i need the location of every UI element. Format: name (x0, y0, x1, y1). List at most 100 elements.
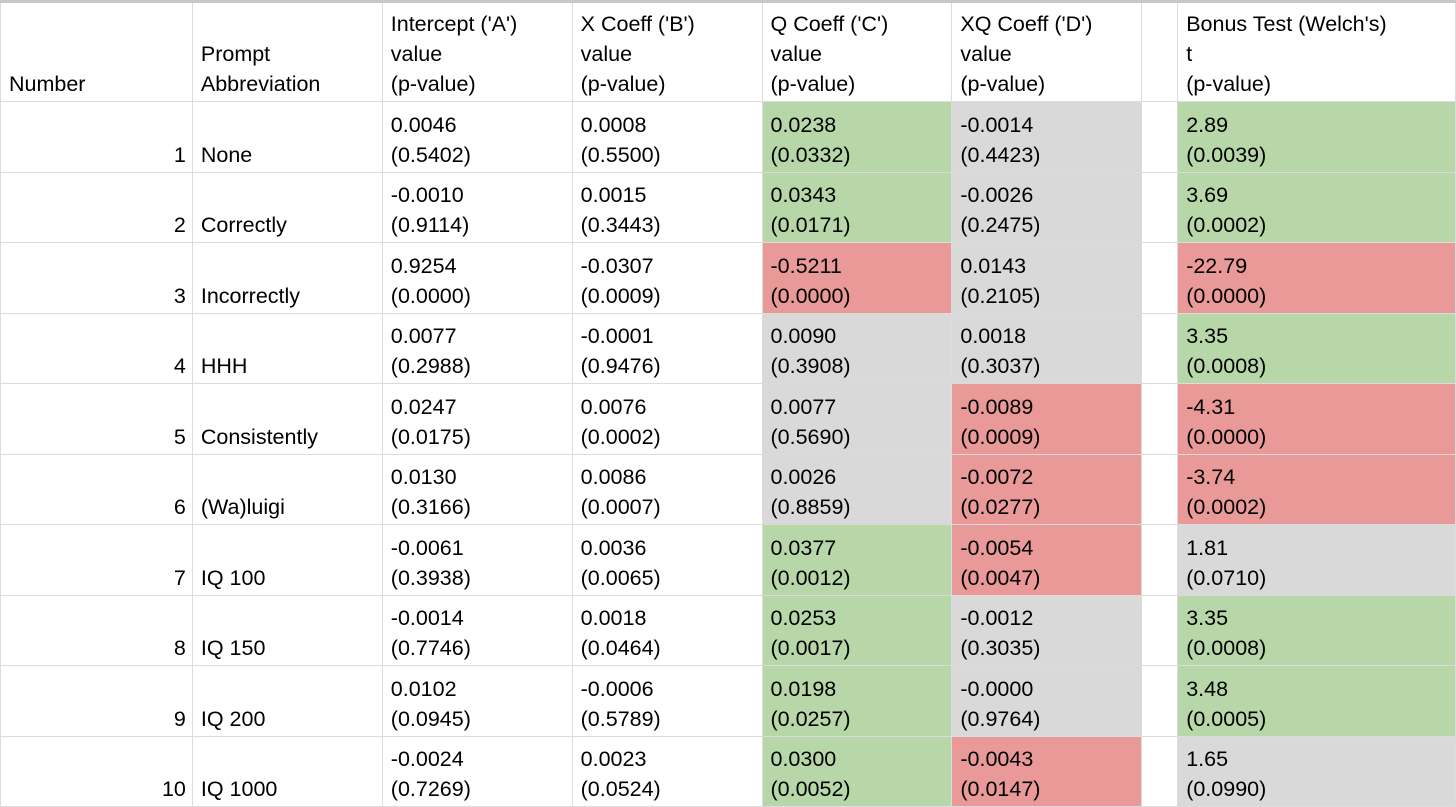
xq-coeff-cell[interactable]: -0.0014 (0.4423) (951, 101, 1143, 173)
prompt-cell[interactable]: (Wa)luigi (191, 453, 383, 525)
spacer-cell[interactable] (1141, 171, 1179, 243)
intercept-cell[interactable]: -0.0024 (0.7269) (381, 735, 573, 807)
header-intercept[interactable]: Intercept ('A') value (p-value) (381, 1, 573, 102)
prompt-cell[interactable]: IQ 100 (191, 524, 383, 596)
intercept-cell[interactable]: 0.0077 (0.2988) (381, 312, 573, 384)
table-row: 7 IQ 100 -0.0061 (0.3938) 0.0036 (0.0065) 0.… (0, 524, 1456, 596)
q-coeff-cell[interactable]: 0.0377 (0.0012) (761, 524, 953, 596)
spacer-cell[interactable] (1141, 312, 1179, 384)
bonus-test-cell[interactable]: -4.31 (0.0000) (1177, 383, 1456, 455)
spacer-cell[interactable] (1141, 383, 1179, 455)
header-row: Number Prompt Abbreviation Intercept ('A… (0, 1, 1456, 102)
x-coeff-cell[interactable]: 0.0023 (0.0524) (571, 735, 763, 807)
q-coeff-cell[interactable]: 0.0090 (0.3908) (761, 312, 953, 384)
q-coeff-cell[interactable]: 0.0026 (0.8859) (761, 453, 953, 525)
xq-coeff-cell[interactable]: 0.0143 (0.2105) (951, 242, 1143, 314)
number-cell[interactable]: 2 (0, 171, 193, 243)
intercept-cell[interactable]: 0.0247 (0.0175) (381, 383, 573, 455)
spacer-cell[interactable] (1141, 665, 1179, 737)
table-row: 5 Consistently 0.0247 (0.0175) 0.0076 (0.00… (0, 383, 1456, 455)
table-row: 8 IQ 150 -0.0014 (0.7746) 0.0018 (0.0464) 0.… (0, 594, 1456, 666)
q-coeff-cell[interactable]: 0.0300 (0.0052) (761, 735, 953, 807)
spacer-cell[interactable] (1141, 242, 1179, 314)
xq-coeff-cell[interactable]: 0.0018 (0.3037) (951, 312, 1143, 384)
number-cell[interactable]: 6 (0, 453, 193, 525)
spacer-cell[interactable] (1141, 101, 1179, 173)
prompt-cell[interactable]: IQ 150 (191, 594, 383, 666)
bonus-test-cell[interactable]: -22.79 (0.0000) (1177, 242, 1456, 314)
header-x-coeff[interactable]: X Coeff ('B') value (p-value) (571, 1, 763, 102)
xq-coeff-cell[interactable]: -0.0012 (0.3035) (951, 594, 1143, 666)
prompt-cell[interactable]: Consistently (191, 383, 383, 455)
header-spacer[interactable] (1141, 1, 1179, 102)
header-q-coeff[interactable]: Q Coeff ('C') value (p-value) (761, 1, 953, 102)
bonus-test-cell[interactable]: 3.69 (0.0002) (1177, 171, 1456, 243)
number-cell[interactable]: 9 (0, 665, 193, 737)
x-coeff-cell[interactable]: 0.0086 (0.0007) (571, 453, 763, 525)
number-cell[interactable]: 8 (0, 594, 193, 666)
q-coeff-cell[interactable]: 0.0077 (0.5690) (761, 383, 953, 455)
intercept-cell[interactable]: 0.0046 (0.5402) (381, 101, 573, 173)
x-coeff-cell[interactable]: 0.0015 (0.3443) (571, 171, 763, 243)
q-coeff-cell[interactable]: 0.0343 (0.0171) (761, 171, 953, 243)
spacer-cell[interactable] (1141, 735, 1179, 807)
prompt-cell[interactable]: Incorrectly (191, 242, 383, 314)
x-coeff-cell[interactable]: -0.0001 (0.9476) (571, 312, 763, 384)
intercept-cell[interactable]: 0.0102 (0.0945) (381, 665, 573, 737)
bonus-test-cell[interactable]: 3.35 (0.0008) (1177, 312, 1456, 384)
prompt-cell[interactable]: HHH (191, 312, 383, 384)
spacer-cell[interactable] (1141, 594, 1179, 666)
x-coeff-cell[interactable]: 0.0076 (0.0002) (571, 383, 763, 455)
x-coeff-cell[interactable]: 0.0036 (0.0065) (571, 524, 763, 596)
header-bonus-test[interactable]: Bonus Test (Welch's) t (p-value) (1177, 1, 1456, 102)
table-row: 1 None 0.0046 (0.5402) 0.0008 (0.5500) 0.023… (0, 101, 1456, 173)
number-cell[interactable]: 7 (0, 524, 193, 596)
q-coeff-cell[interactable]: -0.5211 (0.0000) (761, 242, 953, 314)
spacer-cell[interactable] (1141, 453, 1179, 525)
intercept-cell[interactable]: -0.0010 (0.9114) (381, 171, 573, 243)
xq-coeff-cell[interactable]: -0.0054 (0.0047) (951, 524, 1143, 596)
q-coeff-cell[interactable]: 0.0238 (0.0332) (761, 101, 953, 173)
table-row: 9 IQ 200 0.0102 (0.0945) -0.0006 (0.5789) 0.… (0, 665, 1456, 737)
table-row: 10 IQ 1000 -0.0024 (0.7269) 0.0023 (0.0524)… (0, 735, 1456, 807)
x-coeff-cell[interactable]: -0.0307 (0.0009) (571, 242, 763, 314)
x-coeff-cell[interactable]: 0.0008 (0.5500) (571, 101, 763, 173)
xq-coeff-cell[interactable]: -0.0026 (0.2475) (951, 171, 1143, 243)
prompt-cell[interactable]: IQ 1000 (191, 735, 383, 807)
intercept-cell[interactable]: -0.0061 (0.3938) (381, 524, 573, 596)
x-coeff-cell[interactable]: 0.0018 (0.0464) (571, 594, 763, 666)
table-row: 6 (Wa)luigi 0.0130 (0.3166) 0.0086 (0.0007)… (0, 453, 1456, 525)
intercept-cell[interactable]: 0.9254 (0.0000) (381, 242, 573, 314)
bonus-test-cell[interactable]: 2.89 (0.0039) (1177, 101, 1456, 173)
table-row: 2 Correctly -0.0010 (0.9114) 0.0015 (0.3443… (0, 171, 1456, 243)
q-coeff-cell[interactable]: 0.0253 (0.0017) (761, 594, 953, 666)
x-coeff-cell[interactable]: -0.0006 (0.5789) (571, 665, 763, 737)
q-coeff-cell[interactable]: 0.0198 (0.0257) (761, 665, 953, 737)
table-row: 3 Incorrectly 0.9254 (0.0000) -0.0307 (0.00… (0, 242, 1456, 314)
xq-coeff-cell[interactable]: -0.0043 (0.0147) (951, 735, 1143, 807)
header-number[interactable]: Number (0, 1, 193, 102)
bonus-test-cell[interactable]: 1.81 (0.0710) (1177, 524, 1456, 596)
prompt-cell[interactable]: None (191, 101, 383, 173)
header-xq-coeff[interactable]: XQ Coeff ('D') value (p-value) (951, 1, 1143, 102)
prompt-cell[interactable]: IQ 200 (191, 665, 383, 737)
xq-coeff-cell[interactable]: -0.0089 (0.0009) (951, 383, 1143, 455)
number-cell[interactable]: 10 (0, 735, 193, 807)
spacer-cell[interactable] (1141, 524, 1179, 596)
bonus-test-cell[interactable]: 1.65 (0.0990) (1177, 735, 1456, 807)
number-cell[interactable]: 1 (0, 101, 193, 173)
bonus-test-cell[interactable]: -3.74 (0.0002) (1177, 453, 1456, 525)
number-cell[interactable]: 3 (0, 242, 193, 314)
table-row: 4 HHH 0.0077 (0.2988) -0.0001 (0.9476) 0.009… (0, 312, 1456, 384)
xq-coeff-cell[interactable]: -0.0000 (0.9764) (951, 665, 1143, 737)
intercept-cell[interactable]: 0.0130 (0.3166) (381, 453, 573, 525)
intercept-cell[interactable]: -0.0014 (0.7746) (381, 594, 573, 666)
prompt-cell[interactable]: Correctly (191, 171, 383, 243)
number-cell[interactable]: 4 (0, 312, 193, 384)
bonus-test-cell[interactable]: 3.48 (0.0005) (1177, 665, 1456, 737)
bonus-test-cell[interactable]: 3.35 (0.0008) (1177, 594, 1456, 666)
xq-coeff-cell[interactable]: -0.0072 (0.0277) (951, 453, 1143, 525)
header-prompt[interactable]: Prompt Abbreviation (191, 1, 383, 102)
number-cell[interactable]: 5 (0, 383, 193, 455)
